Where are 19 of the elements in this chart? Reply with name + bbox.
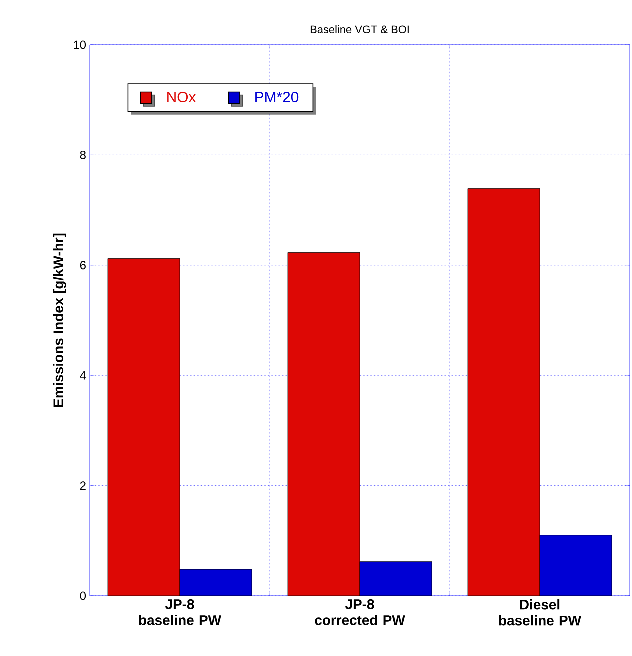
chart-title: Baseline VGT & BOI — [310, 25, 409, 34]
bar — [360, 562, 432, 596]
legend-label: PM*20 — [256, 92, 299, 103]
y-tick-label: 2 — [80, 482, 86, 490]
bar — [540, 535, 612, 596]
y-tick-label: 4 — [80, 371, 86, 380]
bar — [108, 258, 180, 596]
bar — [180, 570, 252, 596]
y-tick-label: 8 — [80, 150, 86, 160]
x-tick-label: JP-8 baseline PW — [139, 600, 222, 626]
bar — [288, 252, 360, 596]
y-axis-title: Emissions Index [g/kW-hr] — [53, 234, 66, 407]
legend-label: NOx — [168, 92, 196, 103]
x-tick-label: Diesel baseline PW — [499, 600, 582, 626]
x-tick-label: JP-8 corrected PW — [315, 600, 406, 626]
y-tick-label: 10 — [74, 40, 86, 50]
y-tick-label: 0 — [80, 592, 86, 600]
bar — [468, 188, 540, 596]
y-tick-label: 6 — [80, 261, 86, 270]
